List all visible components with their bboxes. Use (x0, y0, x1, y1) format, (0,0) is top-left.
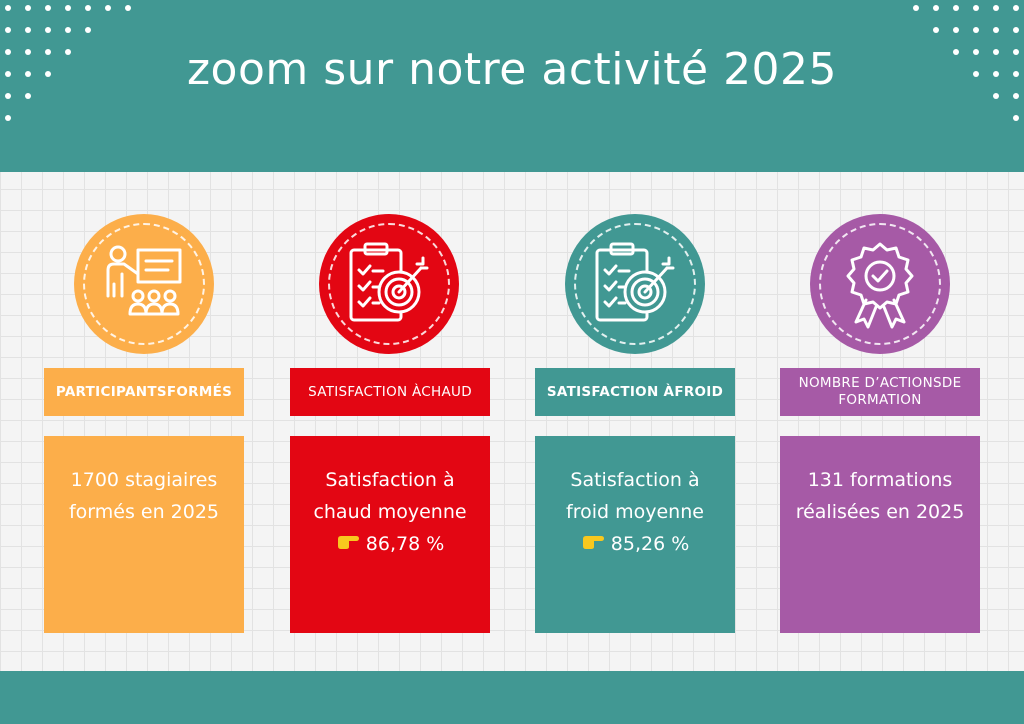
actions-label: NOMBRE D’ACTIONSDE FORMATION (780, 368, 980, 416)
label-line: SATISFACTION À (546, 383, 675, 400)
cold-satisfaction-value: 85,26 % (610, 533, 690, 555)
card-text-line: 131 formations (807, 469, 953, 491)
label-line: DE FORMATION (838, 375, 962, 408)
label-line: SATISFACTION À (308, 383, 422, 400)
label-line: CHAUD (421, 383, 472, 400)
cold-satisfaction-label: SATISFACTION ÀFROID (535, 368, 735, 416)
dashed-ring (83, 223, 205, 345)
label-line: PARTICIPANTS (55, 383, 167, 400)
hot-satisfaction-icon-circle (319, 214, 459, 354)
hot-satisfaction-value: 86,78 % (365, 533, 445, 555)
pointing-hand-icon (582, 536, 604, 549)
card-text-line: Satisfaction à (570, 469, 700, 491)
card-text-line: chaud moyenne (313, 501, 467, 523)
cold-satisfaction-value-row: 85,26 % (535, 528, 735, 560)
cold-satisfaction-icon-circle (565, 214, 705, 354)
hot-satisfaction-card: Satisfaction à chaud moyenne 86,78 % (290, 436, 490, 633)
footer-band (0, 671, 1024, 724)
actions-card: 131 formations réalisées en 2025 (780, 436, 980, 633)
dot-pattern-left (5, 5, 131, 121)
participants-icon-circle (74, 214, 214, 354)
label-line: FROID (674, 383, 724, 400)
card-text-line: réalisées en 2025 (795, 501, 965, 523)
card-text-line: formés en 2025 (68, 501, 220, 523)
label-line: FORMÉS (166, 383, 233, 400)
label-line: NOMBRE D’ACTIONS (798, 375, 942, 391)
cold-satisfaction-card: Satisfaction à froid moyenne 85,26 % (535, 436, 735, 633)
pointing-hand-icon (337, 536, 359, 549)
participants-card: 1700 stagiaires formés en 2025 (44, 436, 244, 633)
dashed-ring (819, 223, 941, 345)
page-title: zoom sur notre activité 2025 (186, 44, 838, 95)
award-badge-icon (846, 242, 914, 329)
hot-satisfaction-value-row: 86,78 % (290, 528, 490, 560)
participants-label: PARTICIPANTSFORMÉS (44, 368, 244, 416)
header-banner: zoom sur notre activité 2025 (0, 0, 1024, 172)
hot-satisfaction-label: SATISFACTION ÀCHAUD (290, 368, 490, 416)
teacher-presentation-icon (106, 245, 182, 316)
card-text-line: 1700 stagiaires (70, 469, 218, 491)
card-text-line: Satisfaction à (325, 469, 455, 491)
dashed-ring (574, 223, 696, 345)
clipboard-target-icon (595, 242, 675, 322)
dot-pattern-right (913, 5, 1019, 121)
actions-icon-circle (810, 214, 950, 354)
clipboard-target-icon (349, 242, 429, 322)
dashed-ring (328, 223, 450, 345)
card-text-line: froid moyenne (566, 501, 704, 523)
